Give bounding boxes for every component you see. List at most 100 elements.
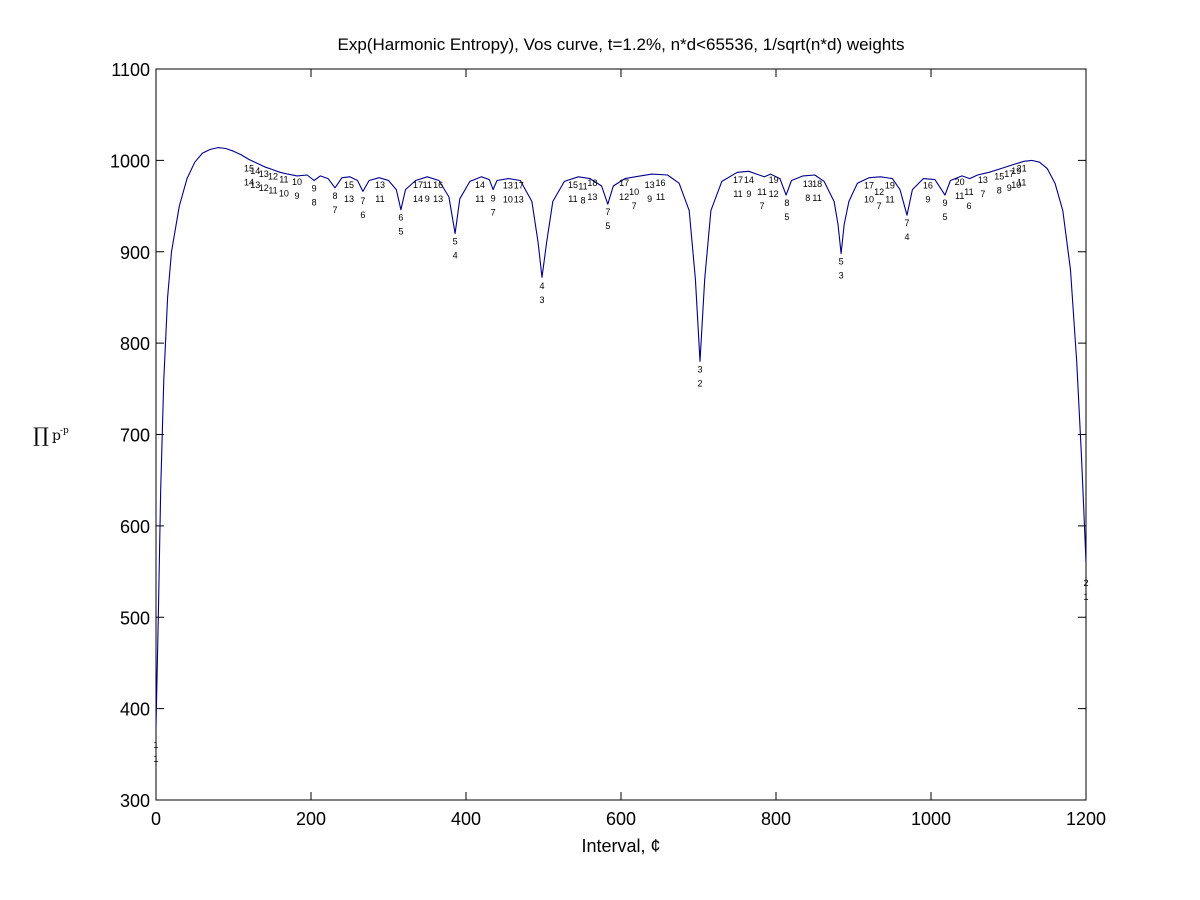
ratio-denominator: 11 bbox=[885, 195, 894, 205]
ratio-numerator: 1 bbox=[153, 740, 158, 750]
ratio-numerator: 7 bbox=[904, 218, 909, 228]
ratio-annotation: 76 bbox=[360, 196, 365, 220]
ratio-denominator: 1 bbox=[153, 754, 158, 764]
ratio-annotation: 117 bbox=[757, 187, 766, 211]
ratio-numerator: 18 bbox=[812, 179, 822, 189]
ratio-numerator: 18 bbox=[587, 178, 597, 188]
ratio-denominator: 10 bbox=[1011, 180, 1021, 190]
y-tick-label: 1000 bbox=[110, 151, 150, 171]
ratio-annotation: 107 bbox=[629, 187, 639, 211]
ratio-annotation: 139 bbox=[645, 180, 655, 204]
x-tick-label: 800 bbox=[761, 809, 791, 829]
ratio-numerator: 17 bbox=[1004, 169, 1014, 179]
ratio-denominator: 10 bbox=[864, 195, 874, 205]
ratio-annotation: 21 bbox=[1083, 578, 1088, 602]
ratio-denominator: 10 bbox=[503, 195, 513, 205]
ratio-numerator: 15 bbox=[344, 180, 354, 190]
ratio-numerator: 7 bbox=[605, 207, 610, 217]
ratio-annotation: 169 bbox=[923, 181, 933, 205]
ratio-denominator: 12 bbox=[769, 189, 779, 199]
y-tick-label: 300 bbox=[120, 791, 150, 811]
ratio-annotation: 179 bbox=[1004, 169, 1014, 193]
ratio-annotation: 119 bbox=[423, 180, 432, 204]
ratio-denominator: 9 bbox=[1007, 183, 1012, 193]
chart-title: Exp(Harmonic Entropy), Vos curve, t=1.2%… bbox=[338, 35, 905, 54]
ratio-numerator: 5 bbox=[839, 257, 844, 267]
ratio-denominator: 9 bbox=[746, 189, 751, 199]
ratio-denominator: 11 bbox=[268, 186, 277, 196]
ratio-numerator: 13 bbox=[978, 175, 988, 185]
ratio-denominator: 7 bbox=[877, 201, 882, 211]
ratio-denominator: 9 bbox=[925, 195, 930, 205]
ratio-numerator: 8 bbox=[784, 198, 789, 208]
ratio-denominator: 7 bbox=[333, 205, 338, 215]
ratio-numerator: 20 bbox=[955, 177, 965, 187]
ratio-annotation: 149 bbox=[744, 175, 754, 199]
ratio-numerator: 10 bbox=[629, 187, 639, 197]
x-tick-label: 200 bbox=[296, 809, 326, 829]
ratio-denominator: 9 bbox=[295, 191, 300, 201]
ratio-denominator: 11 bbox=[568, 194, 577, 204]
y-axis-label-product-symbol: ∏ bbox=[33, 423, 49, 447]
ratio-numerator: 16 bbox=[656, 178, 666, 188]
ratio-annotation: 95 bbox=[942, 198, 947, 222]
y-tick-label: 1100 bbox=[111, 60, 150, 80]
ratio-numerator: 7 bbox=[360, 196, 365, 206]
ratio-denominator: 8 bbox=[805, 193, 810, 203]
ratio-denominator: 8 bbox=[997, 186, 1002, 196]
ratio-numerator: 4 bbox=[539, 281, 544, 291]
ratio-annotation: 75 bbox=[605, 207, 610, 231]
ratio-annotation: 11 bbox=[153, 740, 158, 764]
ratio-denominator: 11 bbox=[375, 194, 384, 204]
ratio-denominator: 11 bbox=[1017, 177, 1026, 187]
ratio-denominator: 6 bbox=[966, 201, 971, 211]
ratio-denominator: 11 bbox=[733, 189, 742, 199]
ratio-numerator: 17 bbox=[619, 178, 629, 188]
ratio-numerator: 11 bbox=[964, 187, 973, 197]
ratio-denominator: 9 bbox=[425, 194, 430, 204]
ratio-annotation: 116 bbox=[964, 187, 973, 211]
ratio-denominator: 5 bbox=[398, 227, 403, 237]
ratio-denominator: 5 bbox=[605, 221, 610, 231]
ratio-annotation: 137 bbox=[978, 175, 988, 199]
ratio-numerator: 17 bbox=[413, 180, 423, 190]
x-tick-label: 400 bbox=[451, 809, 481, 829]
ratio-denominator: 13 bbox=[344, 194, 354, 204]
ratio-numerator: 2 bbox=[1083, 578, 1088, 588]
ratio-numerator: 11 bbox=[757, 187, 766, 197]
ratio-annotation: 32 bbox=[698, 364, 703, 388]
y-axis-label-base: p bbox=[52, 428, 61, 444]
ratio-numerator: 13 bbox=[503, 181, 513, 191]
ratio-numerator: 14 bbox=[475, 180, 485, 190]
ratio-annotation: 97 bbox=[491, 193, 496, 217]
ratio-numerator: 11 bbox=[279, 174, 288, 184]
ratio-numerator: 15 bbox=[568, 180, 578, 190]
ratio-denominator: 7 bbox=[491, 207, 496, 217]
ratio-denominator: 1 bbox=[1083, 592, 1088, 602]
ratio-numerator: 16 bbox=[923, 181, 933, 191]
ratio-denominator: 13 bbox=[514, 195, 524, 205]
ratio-denominator: 3 bbox=[839, 271, 844, 281]
y-axis-label: ∏ p -p bbox=[33, 423, 69, 447]
ratio-numerator: 3 bbox=[698, 364, 703, 374]
ratio-denominator: 3 bbox=[539, 295, 544, 305]
ratio-numerator: 17 bbox=[514, 181, 524, 191]
ratio-numerator: 12 bbox=[874, 187, 884, 197]
ratio-denominator: 2 bbox=[698, 378, 703, 388]
x-axis-label: Interval, ¢ bbox=[581, 836, 660, 856]
x-tick-label: 600 bbox=[606, 809, 636, 829]
ratio-denominator: 11 bbox=[812, 193, 821, 203]
ticks-layer: 0 200 400 600 800 1000 1200 300 400 500 600 700 800 9… bbox=[110, 60, 1106, 829]
y-tick-label: 800 bbox=[120, 334, 150, 354]
x-tick-label: 1000 bbox=[911, 809, 951, 829]
